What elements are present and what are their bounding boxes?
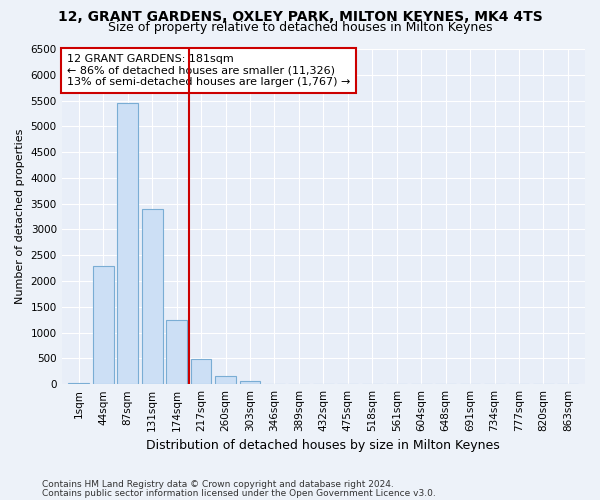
Bar	[166, 320, 187, 384]
Bar	[68, 382, 89, 384]
Text: 12 GRANT GARDENS: 181sqm
← 86% of detached houses are smaller (11,326)
13% of se: 12 GRANT GARDENS: 181sqm ← 86% of detach…	[67, 54, 350, 87]
Text: Size of property relative to detached houses in Milton Keynes: Size of property relative to detached ho…	[108, 21, 492, 34]
Bar	[215, 376, 236, 384]
Bar	[142, 209, 163, 384]
X-axis label: Distribution of detached houses by size in Milton Keynes: Distribution of detached houses by size …	[146, 440, 500, 452]
Y-axis label: Number of detached properties: Number of detached properties	[15, 129, 25, 304]
Bar	[191, 360, 211, 384]
Bar	[239, 381, 260, 384]
Text: Contains HM Land Registry data © Crown copyright and database right 2024.: Contains HM Land Registry data © Crown c…	[42, 480, 394, 489]
Text: Contains public sector information licensed under the Open Government Licence v3: Contains public sector information licen…	[42, 488, 436, 498]
Bar	[118, 103, 138, 384]
Text: 12, GRANT GARDENS, OXLEY PARK, MILTON KEYNES, MK4 4TS: 12, GRANT GARDENS, OXLEY PARK, MILTON KE…	[58, 10, 542, 24]
Bar	[93, 266, 113, 384]
